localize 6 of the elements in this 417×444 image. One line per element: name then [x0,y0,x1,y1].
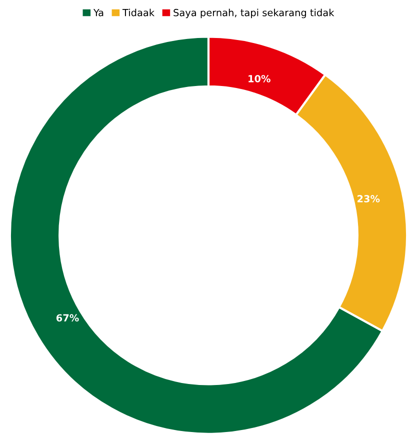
legend-label: Saya pernah, tapi sekarang tidak [174,8,334,18]
data-label: 23% [358,195,380,202]
data-label: 10% [248,74,270,82]
legend-label: Ya [93,9,104,16]
legend-label: Tidaak [122,8,155,16]
data-label: 67% [56,314,79,322]
